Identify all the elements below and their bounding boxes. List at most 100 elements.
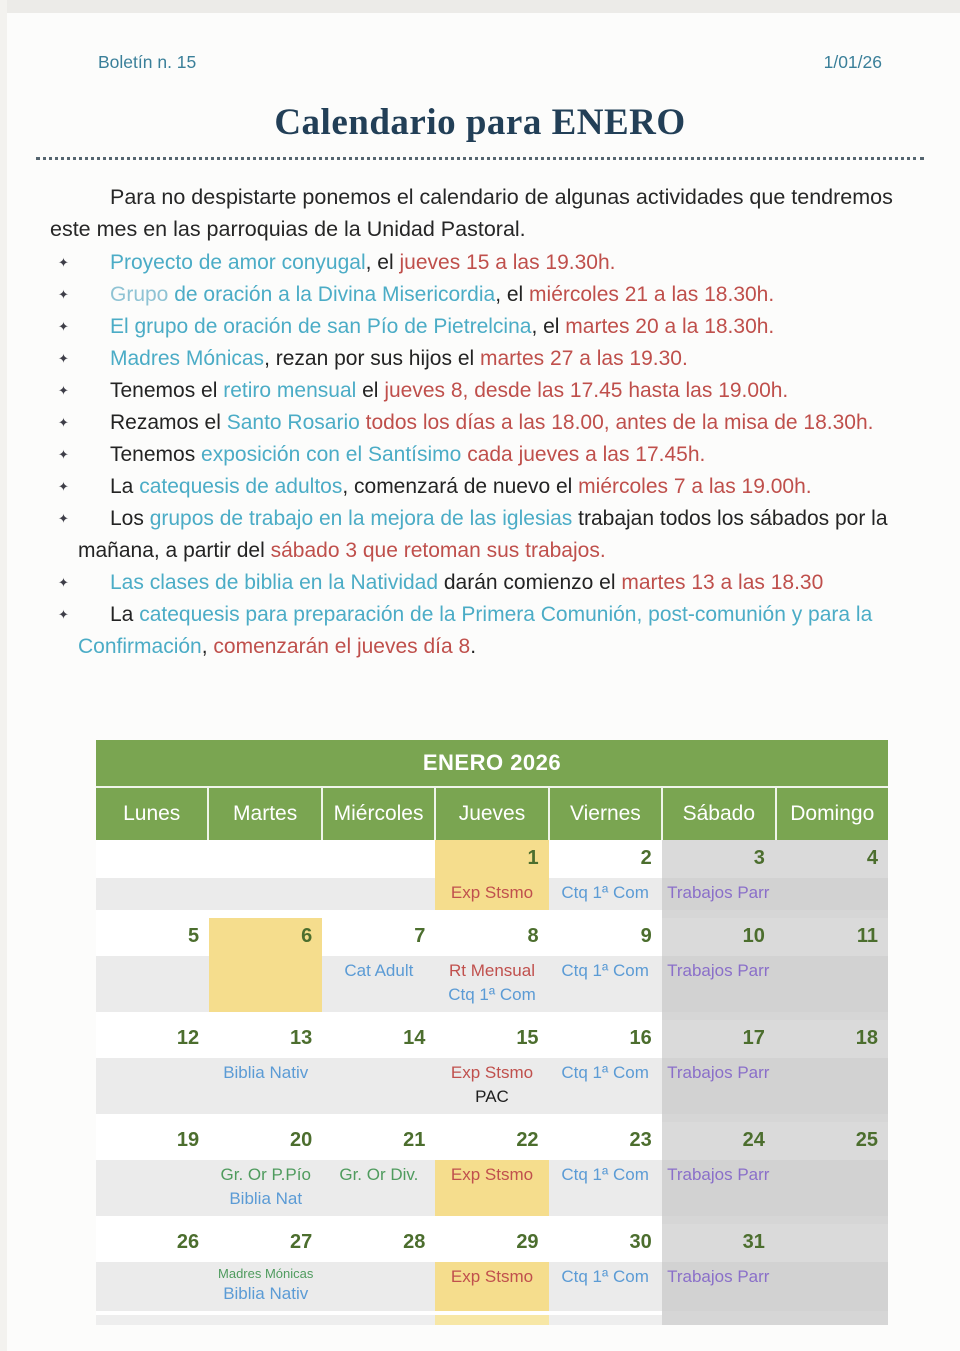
events-cell: Exp Stsmo: [435, 878, 549, 910]
gap-cell: [322, 1114, 436, 1122]
strip-cell: [661, 1315, 775, 1325]
activity-text-segment: trabajan todos los sábados por la mañana…: [78, 507, 888, 562]
activity-text-segment: catequesis de adultos: [139, 475, 343, 498]
activity-text-segment: .: [470, 635, 477, 658]
page-left-edge: [0, 0, 7, 1351]
gap-cell: [322, 1311, 436, 1315]
gap-cell: [774, 1216, 888, 1224]
event-label: Ctq 1ª Com: [561, 961, 649, 980]
activity-text-segment: grupos de trabajo en la mejora de las ig…: [149, 507, 573, 530]
date-cell: 14: [322, 1020, 436, 1058]
gap-cell: [661, 910, 775, 918]
date-cell: 21: [322, 1122, 436, 1160]
date-cell: [322, 840, 436, 878]
event-label: Madres Mónicas: [218, 1266, 314, 1281]
day-header-miércoles: Miércoles: [320, 788, 434, 840]
date-cell: 31: [661, 1224, 775, 1262]
date-cell: 16: [548, 1020, 662, 1058]
event-label: Exp Stsmo: [450, 1063, 534, 1082]
events-cell: [322, 1058, 436, 1114]
event-label: Trabajos Parr: [667, 1063, 770, 1082]
week-4-date-row: 19 20 21 22 23 24 25: [96, 1122, 888, 1160]
activity-item: ✦ La catequesis de adultos, comenzará de …: [50, 471, 922, 503]
activity-text-segment: Tenemos: [110, 443, 202, 466]
activity-text-segment: , rezan por sus hijos el: [264, 347, 480, 370]
activity-text-segment: La: [110, 603, 140, 626]
activity-text-segment: , comenzará de nuevo el: [342, 475, 579, 498]
intro-paragraph: Para no despistarte ponemos el calendari…: [50, 185, 893, 241]
event-label: Biblia Nativ: [223, 1284, 309, 1303]
events-cell: [774, 1262, 888, 1311]
calendar-day-header-row: Lunes Martes Miércoles Jueves Viernes Sábado D…: [96, 788, 888, 840]
activity-text-segment: martes 13 a las 18.30: [621, 571, 824, 594]
events-cell: [209, 956, 323, 1012]
gap-cell: [322, 910, 436, 918]
activity-text-segment: Grupo: [110, 283, 175, 306]
day-header-viernes: Viernes: [547, 788, 661, 840]
event-label: Trabajos Parr: [667, 1267, 770, 1286]
activity-text-segment: La: [110, 475, 140, 498]
date-cell: 26: [96, 1224, 210, 1262]
event-label: Gr. Or Div.: [339, 1165, 419, 1184]
strip-cell: [322, 1315, 436, 1325]
bulletin-number: Boletín n. 15: [98, 52, 197, 72]
activity-text-segment: El grupo de oración de san Pío de Pietre…: [110, 315, 532, 338]
activity-item: ✦ Los grupos de trabajo en la mejora de l…: [50, 503, 922, 567]
activity-item: ✦ Grupo de oración a la Divina Misericord…: [50, 279, 922, 311]
event-label: Biblia Nat: [229, 1189, 303, 1208]
activity-text-segment: sábado 3 que retoman sus trabajos.: [270, 539, 606, 562]
activity-item: ✦ Proyecto de amor conyugal, el jueves 15…: [50, 247, 922, 279]
gap-cell: [322, 1216, 436, 1224]
calendar-footer-strip: [96, 1315, 888, 1325]
bullet-icon: ✦: [58, 255, 69, 270]
gap-cell: [96, 1012, 210, 1020]
dotted-divider: [36, 157, 924, 160]
event-label: Exp Stsmo: [450, 1165, 534, 1184]
page-top-edge: [0, 0, 960, 13]
date-cell: 8: [435, 918, 549, 956]
date-cell: 1: [435, 840, 549, 878]
day-header-martes: Martes: [207, 788, 320, 840]
date-cell: 13: [209, 1020, 323, 1058]
activity-text-segment: Tenemos el: [110, 379, 224, 402]
date-cell: [774, 1224, 888, 1262]
gap-cell: [322, 1012, 436, 1020]
activity-item: ✦ Madres Mónicas, rezan por sus hijos el …: [50, 343, 922, 375]
activity-text-segment: jueves 15 a las 19.30h.: [399, 251, 616, 274]
events-cell: [774, 1058, 888, 1114]
date-cell: 29: [435, 1224, 549, 1262]
bullet-icon: ✦: [58, 575, 69, 590]
activity-list: ✦ Proyecto de amor conyugal, el jueves 15…: [50, 247, 922, 663]
date-cell: 3: [661, 840, 775, 878]
event-label: Biblia Nativ: [223, 1063, 309, 1082]
activity-text-segment: , el: [365, 251, 400, 274]
activity-text-segment: Las clases de biblia en la Natividad: [110, 571, 439, 594]
gap-cell: [209, 1216, 323, 1224]
date-cell: [96, 840, 210, 878]
activity-text-segment: Proyecto de amor conyugal: [110, 251, 366, 274]
date-cell: 7: [322, 918, 436, 956]
day-header-lunes: Lunes: [123, 802, 181, 825]
activity-item: ✦ Rezamos el Santo Rosario todos los días…: [50, 407, 922, 439]
week-gap: [96, 1311, 888, 1315]
strip-cell: [96, 1315, 210, 1325]
events-cell: [96, 878, 210, 910]
events-cell: Ctq 1ª Com: [548, 1160, 662, 1216]
gap-cell: [661, 1216, 775, 1224]
page-title: Calendario para ENERO: [274, 102, 686, 143]
activity-item: ✦ El grupo de oración de san Pío de Pietr…: [50, 311, 922, 343]
activity-text-segment: martes 20 a la 18.30h.: [565, 315, 775, 338]
activity-item: ✦ Tenemos exposición con el Santísimo cad…: [50, 439, 922, 471]
gap-cell: [548, 910, 662, 918]
date-cell: 23: [548, 1122, 662, 1160]
event-label: Ctq 1ª Com: [561, 883, 649, 902]
event-label: Gr. Or P.Pío: [220, 1165, 311, 1184]
events-cell: [322, 878, 436, 910]
week-gap: [96, 1012, 888, 1020]
events-cell: Madres Mónicas Biblia Nativ: [209, 1262, 323, 1311]
week-3-events-row: Biblia Nativ Exp Stsmo PAC Ctq 1ª Com Trabaj…: [96, 1058, 888, 1114]
gap-cell: [661, 1311, 775, 1315]
activity-text-segment: , el: [531, 315, 566, 338]
gap-cell: [209, 910, 323, 918]
gap-cell: [435, 910, 549, 918]
